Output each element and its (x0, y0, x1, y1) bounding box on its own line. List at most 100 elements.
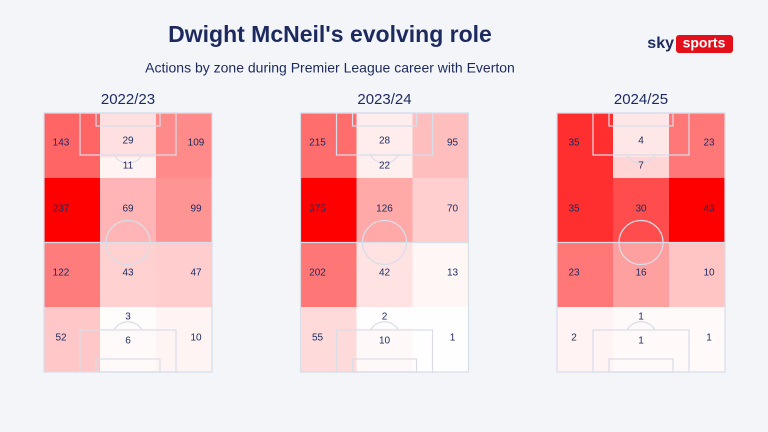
zone (100, 157, 156, 178)
pitch-line (95, 358, 161, 373)
zone-value: 2 (571, 333, 577, 344)
pitch-line (113, 321, 143, 331)
zone (557, 307, 613, 372)
zone (100, 328, 156, 372)
zone-value: 10 (703, 268, 715, 279)
zone-value: 13 (447, 268, 459, 279)
zone (557, 178, 613, 243)
zone-value: 22 (379, 161, 391, 172)
zone (156, 243, 212, 307)
subtitle: Actions by zone during Premier League ca… (145, 60, 515, 76)
zone (300, 307, 357, 372)
logo: sky sports (647, 35, 733, 53)
zone-value: 1 (450, 333, 456, 344)
zone (669, 307, 725, 372)
zone-value: 1 (638, 336, 644, 347)
zone (44, 243, 100, 307)
zone (100, 178, 156, 243)
zone-value: 1 (706, 333, 712, 344)
pitch: 2022/23 143 29 11 109 237 69 99 122 43 47 52 3 6 10 (43, 91, 213, 373)
zone-value: 11 (123, 161, 134, 172)
zone-value: 43 (703, 204, 715, 215)
pitch: 2024/25 35 4 7 23 35 30 43 23 16 10 2 1 1 1 (556, 91, 726, 373)
season-label: 2023/24 (357, 91, 411, 108)
zone-value: 30 (635, 204, 647, 215)
zone-value: 215 (309, 138, 326, 149)
zone-value: 99 (190, 204, 202, 215)
pitch-line (113, 154, 143, 164)
zone-value: 43 (122, 268, 134, 279)
zone-value: 95 (447, 138, 459, 149)
zone (669, 113, 725, 178)
zone-value: 52 (55, 333, 67, 344)
pitch-line (369, 321, 400, 331)
zone (300, 243, 357, 307)
pitch-line (608, 112, 674, 127)
pitch-line (618, 219, 664, 266)
zone (669, 178, 725, 243)
pitch-line (105, 219, 151, 266)
season-label: 2022/23 (101, 91, 155, 108)
zone (156, 178, 212, 243)
zone-value: 126 (376, 204, 393, 215)
logo-sports: sports (683, 35, 726, 51)
zone (356, 113, 413, 157)
title: Dwight McNeil's evolving role (168, 21, 492, 47)
zone (300, 113, 357, 178)
zone (413, 307, 469, 372)
zone (156, 113, 212, 178)
pitch-line (626, 321, 656, 331)
pitch: 2023/24 215 28 22 95 375 126 70 202 42 13 55 2 10 1 (299, 91, 470, 373)
logo-badge (676, 35, 733, 53)
pitch-line (351, 112, 418, 127)
zone (300, 178, 357, 243)
pitch-line (608, 358, 674, 373)
zone (413, 243, 469, 307)
zone-value: 143 (53, 138, 70, 149)
zone (412, 113, 469, 178)
pitch-line (351, 358, 418, 373)
zone-value: 16 (635, 268, 647, 279)
zone (557, 243, 613, 307)
zone-value: 10 (190, 333, 202, 344)
pitch-line (626, 154, 656, 164)
pitch-line (95, 112, 161, 127)
zone (412, 178, 469, 243)
zone-value: 55 (312, 333, 324, 344)
zone (44, 178, 100, 243)
zone-value: 23 (568, 268, 580, 279)
zone-value: 4 (638, 136, 644, 147)
zone-value: 23 (703, 138, 715, 149)
zone (44, 113, 100, 178)
zone-value: 1 (638, 312, 644, 323)
zone-value: 109 (188, 138, 205, 149)
zone-value: 35 (568, 138, 580, 149)
zone-value: 2 (382, 312, 388, 323)
zone (613, 157, 669, 178)
zone-value: 47 (190, 268, 202, 279)
zone (613, 113, 669, 157)
zone-value: 28 (379, 136, 391, 147)
zone (156, 307, 212, 372)
zone-value: 35 (568, 204, 580, 215)
zone-value: 69 (122, 204, 134, 215)
zone (356, 178, 413, 243)
zone-value: 237 (53, 204, 70, 215)
zone-value: 3 (125, 312, 131, 323)
logo-sky: sky (647, 35, 674, 52)
zone-value: 10 (379, 336, 391, 347)
zone (669, 243, 725, 307)
zone-value: 375 (309, 204, 326, 215)
pitch-line (369, 154, 400, 164)
season-label: 2024/25 (614, 91, 668, 108)
zone-value: 6 (125, 336, 131, 347)
zone (357, 328, 413, 372)
zone-value: 70 (447, 204, 459, 215)
pitch-line (361, 219, 408, 266)
zone (613, 328, 669, 372)
zone-value: 29 (122, 136, 134, 147)
zone (100, 113, 156, 157)
zone (557, 113, 613, 178)
zone-value: 202 (309, 268, 326, 279)
